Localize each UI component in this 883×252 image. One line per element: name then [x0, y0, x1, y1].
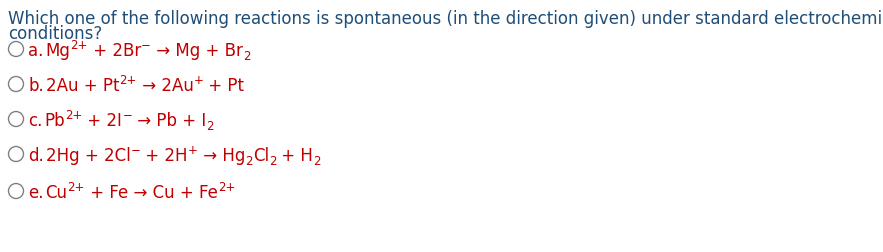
- Text: d.: d.: [28, 146, 44, 164]
- Text: + 2Br: + 2Br: [87, 42, 141, 60]
- Text: + H: + H: [276, 146, 313, 164]
- Text: c.: c.: [28, 112, 42, 130]
- Text: +: +: [193, 74, 203, 87]
- Text: → 2Au: → 2Au: [137, 77, 193, 94]
- Text: + 2I: + 2I: [82, 112, 122, 130]
- Text: 2+: 2+: [65, 109, 82, 122]
- Text: Cu: Cu: [46, 183, 67, 201]
- Text: −: −: [141, 39, 151, 52]
- Text: 2+: 2+: [67, 181, 85, 194]
- Text: + 2H: + 2H: [140, 146, 188, 164]
- Text: + Pt: + Pt: [203, 77, 245, 94]
- Text: b.: b.: [28, 77, 44, 94]
- Text: Which one of the following reactions is spontaneous (in the direction given) und: Which one of the following reactions is …: [8, 10, 883, 28]
- Text: Pb: Pb: [44, 112, 65, 130]
- Text: + Fe → Cu + Fe: + Fe → Cu + Fe: [85, 183, 218, 201]
- Text: conditions?: conditions?: [8, 25, 102, 43]
- Text: 2: 2: [268, 154, 276, 168]
- Text: 2: 2: [313, 154, 321, 168]
- Text: Mg: Mg: [45, 42, 71, 60]
- Text: → Hg: → Hg: [198, 146, 245, 164]
- Text: 2: 2: [207, 120, 214, 133]
- Text: 2+: 2+: [119, 74, 137, 87]
- Text: 2Hg + 2Cl: 2Hg + 2Cl: [46, 146, 131, 164]
- Text: −: −: [122, 109, 132, 122]
- Text: Cl: Cl: [253, 146, 268, 164]
- Text: 2: 2: [243, 50, 250, 63]
- Text: 2Au + Pt: 2Au + Pt: [46, 77, 119, 94]
- Text: a.: a.: [28, 42, 43, 60]
- Text: → Pb + I: → Pb + I: [132, 112, 207, 130]
- Text: 2+: 2+: [71, 39, 87, 52]
- Text: +: +: [188, 144, 198, 157]
- Text: −: −: [131, 144, 140, 157]
- Text: 2: 2: [245, 154, 253, 168]
- Text: 2+: 2+: [218, 181, 235, 194]
- Text: e.: e.: [28, 183, 43, 201]
- Text: → Mg + Br: → Mg + Br: [151, 42, 243, 60]
